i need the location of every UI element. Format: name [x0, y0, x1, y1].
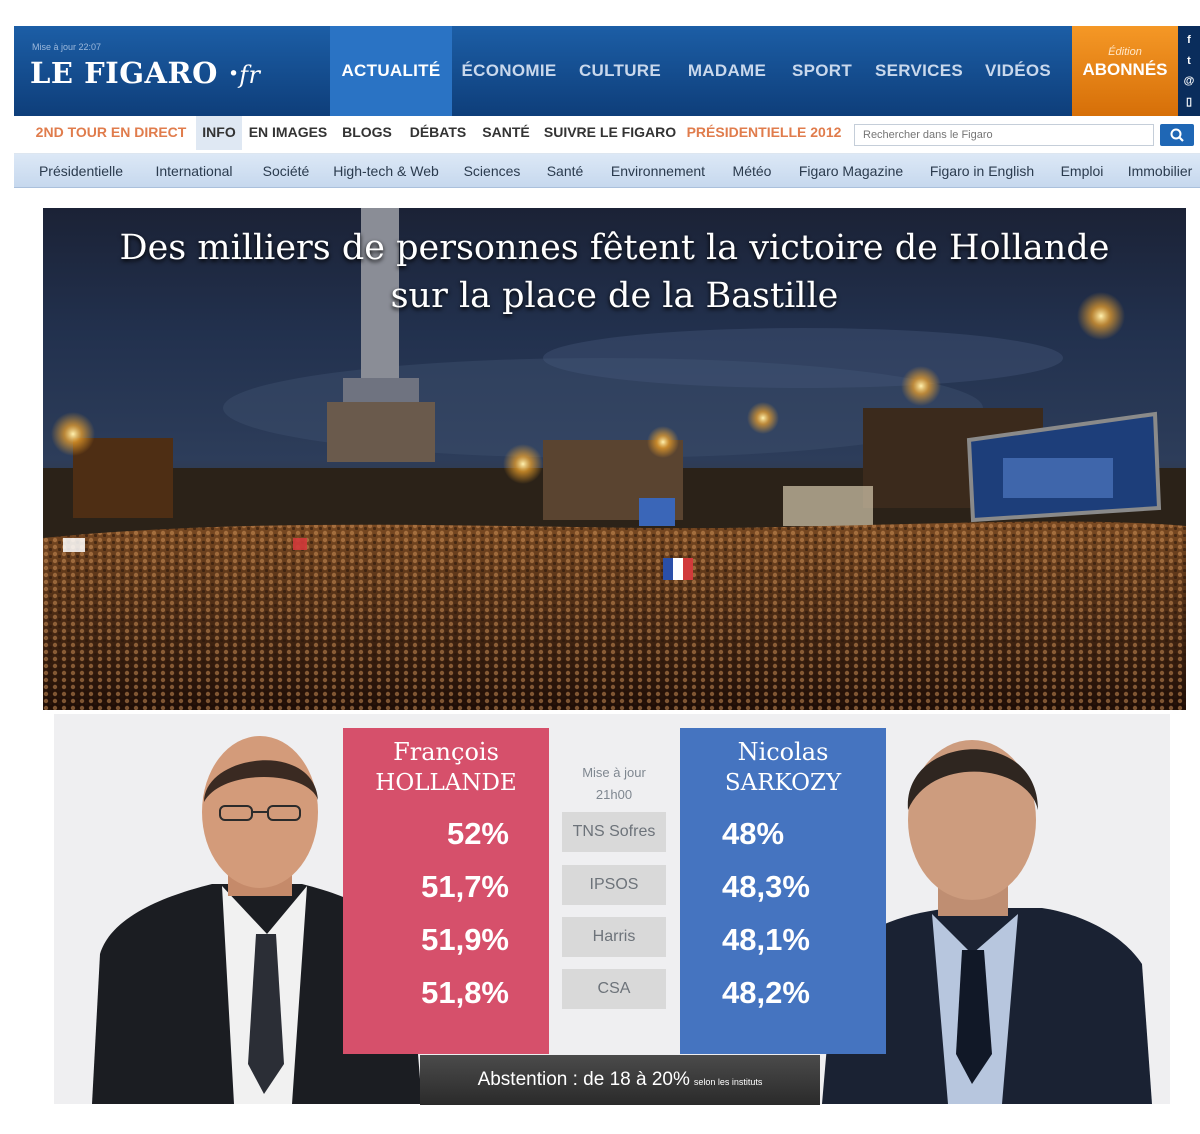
- institute-tns-sofres: TNS Sofres: [562, 812, 666, 852]
- update-label: Mise à jour: [582, 765, 646, 780]
- logo-dot: ·: [228, 56, 240, 90]
- sarkozy-score-tns: 48%: [722, 816, 785, 851]
- abonnes-button[interactable]: Édition ABONNÉS: [1072, 26, 1178, 116]
- rub-sante[interactable]: Santé: [546, 163, 584, 179]
- sub-navigation: 2ND TOUR EN DIRECT INFO EN IMAGES BLOGS …: [14, 116, 1200, 154]
- institute-ipsos: IPSOS: [562, 865, 666, 905]
- institute-csa: CSA: [562, 969, 666, 1009]
- nav-economie[interactable]: ÉCONOMIE: [461, 61, 557, 80]
- hollande-score-tns: 52%: [446, 816, 509, 851]
- facebook-icon[interactable]: f: [1187, 34, 1191, 47]
- hero-title[interactable]: Des milliers de personnes fêtent la vict…: [43, 224, 1186, 320]
- rub-sciences[interactable]: Sciences: [463, 163, 521, 179]
- logo-text: LE FIGARO: [30, 56, 218, 90]
- hollande-first-name: François: [393, 738, 499, 766]
- subnav-suivre[interactable]: SUIVRE LE FIGARO: [543, 124, 677, 140]
- sarkozy-results: Nicolas SARKOZY 48% 48,3% 48,1% 48,2%: [680, 728, 886, 1054]
- sarkozy-score-csa: 48,2%: [722, 975, 810, 1010]
- hero-title-line2: sur la place de la Bastille: [390, 276, 839, 316]
- nav-culture[interactable]: CULTURE: [578, 61, 662, 80]
- social-bar: f t @ ▯: [1178, 26, 1200, 116]
- hero-photo[interactable]: Des milliers de personnes fêtent la vict…: [43, 208, 1186, 710]
- rub-environnement[interactable]: Environnement: [610, 163, 706, 179]
- sarkozy-score-harris: 48,1%: [722, 922, 810, 957]
- subnav-en-images[interactable]: EN IMAGES: [248, 124, 328, 140]
- subnav-presidentielle[interactable]: PRÉSIDENTIELLE 2012: [686, 124, 842, 140]
- rub-high-tech[interactable]: High-tech & Web: [333, 163, 439, 179]
- rub-meteo[interactable]: Météo: [732, 163, 772, 179]
- subnav-sante[interactable]: SANTÉ: [482, 124, 530, 140]
- hero-title-line1: Des milliers de personnes fêtent la vict…: [119, 228, 1110, 268]
- abstention-banner: Abstention : de 18 à 20% selon les instit…: [420, 1055, 820, 1105]
- site-logo[interactable]: LE FIGARO ·fr: [30, 56, 260, 90]
- subnav-2nd-tour[interactable]: 2ND TOUR EN DIRECT: [35, 124, 187, 140]
- subnav-debats[interactable]: DÉBATS: [409, 124, 467, 140]
- abstention-source: selon les instituts: [693, 1077, 763, 1087]
- logo-block[interactable]: Mise à jour 22:07 LE FIGARO ·fr: [14, 26, 330, 116]
- rub-emploi[interactable]: Emploi: [1060, 163, 1104, 179]
- site-header: Mise à jour 22:07 LE FIGARO ·fr ACTUALIT…: [14, 26, 1200, 116]
- section-navigation: Présidentielle International Société Hig…: [14, 154, 1200, 188]
- hollande-last-name: HOLLANDE: [375, 770, 517, 796]
- rub-figaro-magazine[interactable]: Figaro Magazine: [798, 163, 904, 179]
- results-update-note: Mise à jour 21h00: [560, 762, 668, 806]
- search-input[interactable]: [854, 124, 1154, 146]
- abonnes-label: ABONNÉS: [1082, 60, 1168, 79]
- hollande-results: François HOLLANDE 52% 51,7% 51,9% 51,8%: [343, 728, 549, 1054]
- rub-presidentielle[interactable]: Présidentielle: [38, 163, 124, 179]
- institute-harris: Harris: [562, 917, 666, 957]
- sarkozy-score-ipsos: 48,3%: [722, 869, 810, 904]
- hollande-portrait[interactable]: [92, 734, 422, 1104]
- subnav-blogs[interactable]: BLOGS: [342, 124, 392, 140]
- update-time-value: 21h00: [595, 787, 633, 802]
- update-time: Mise à jour 22:07: [32, 42, 102, 52]
- abstention-text: Abstention : de 18 à 20%: [477, 1069, 690, 1090]
- search-icon: [1170, 128, 1184, 142]
- sarkozy-last-name: SARKOZY: [724, 770, 842, 796]
- nav-actualite[interactable]: ACTUALITÉ: [330, 26, 452, 116]
- nav-sport[interactable]: SPORT: [791, 61, 853, 80]
- mail-icon[interactable]: @: [1183, 75, 1195, 88]
- sarkozy-portrait[interactable]: [822, 724, 1152, 1104]
- rub-international[interactable]: International: [155, 163, 233, 179]
- sarkozy-first-name: Nicolas: [737, 738, 829, 766]
- bastille-crowd-image: [43, 208, 1186, 710]
- hollande-score-ipsos: 51,7%: [421, 869, 509, 904]
- mobile-icon[interactable]: ▯: [1185, 95, 1193, 108]
- logo-fr: fr: [239, 61, 261, 89]
- nav-services[interactable]: SERVICES: [874, 61, 964, 80]
- subnav-info[interactable]: INFO: [196, 116, 242, 150]
- rub-figaro-english[interactable]: Figaro in English: [929, 163, 1035, 179]
- abonnes-edition: Édition: [1108, 46, 1142, 58]
- rub-immobilier[interactable]: Immobilier: [1127, 163, 1193, 179]
- twitter-icon[interactable]: t: [1187, 54, 1191, 67]
- hollande-score-harris: 51,9%: [421, 922, 509, 957]
- hollande-score-csa: 51,8%: [421, 975, 509, 1010]
- nav-videos[interactable]: VIDÉOS: [984, 61, 1052, 80]
- nav-madame[interactable]: MADAME: [687, 61, 767, 80]
- search-button[interactable]: [1160, 124, 1194, 146]
- rub-societe[interactable]: Société: [262, 163, 310, 179]
